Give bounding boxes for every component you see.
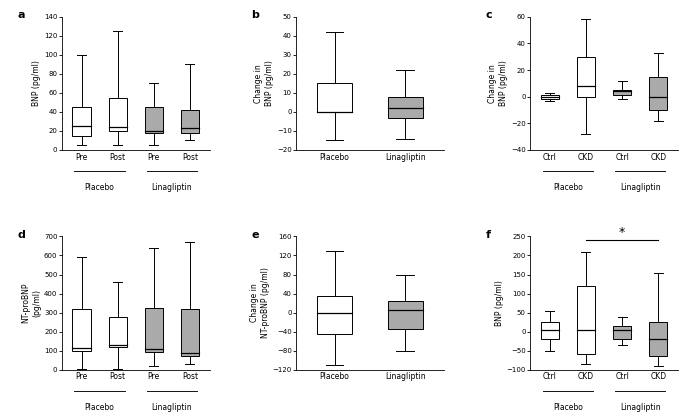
Bar bbox=[540, 322, 559, 339]
Bar bbox=[181, 309, 199, 356]
Bar bbox=[181, 110, 199, 133]
Bar bbox=[577, 57, 595, 97]
Text: Linagliptin: Linagliptin bbox=[620, 183, 660, 192]
Bar bbox=[649, 77, 667, 110]
Text: Placebo: Placebo bbox=[553, 403, 583, 412]
Y-axis label: Change in
BNP (pg/ml): Change in BNP (pg/ml) bbox=[488, 60, 508, 106]
Bar bbox=[73, 107, 90, 136]
Bar bbox=[388, 97, 423, 118]
Bar bbox=[73, 309, 90, 351]
Y-axis label: Change in
NT-proBNP (pg/ml): Change in NT-proBNP (pg/ml) bbox=[249, 268, 270, 339]
Text: e: e bbox=[251, 230, 259, 240]
Y-axis label: NT-proBNP
(pg/ml): NT-proBNP (pg/ml) bbox=[21, 283, 41, 323]
Text: a: a bbox=[17, 10, 25, 20]
Bar bbox=[317, 296, 352, 334]
Bar bbox=[109, 97, 127, 131]
Text: d: d bbox=[17, 230, 25, 240]
Text: Linagliptin: Linagliptin bbox=[151, 183, 192, 192]
Text: Placebo: Placebo bbox=[85, 403, 114, 412]
Bar bbox=[317, 83, 352, 112]
Bar bbox=[613, 326, 631, 339]
Bar bbox=[388, 301, 423, 329]
Bar bbox=[145, 308, 163, 352]
Bar bbox=[109, 317, 127, 347]
Y-axis label: BNP (pg/ml): BNP (pg/ml) bbox=[495, 280, 503, 326]
Text: f: f bbox=[486, 230, 490, 240]
Bar bbox=[613, 90, 631, 95]
Text: Placebo: Placebo bbox=[85, 183, 114, 192]
Bar bbox=[540, 95, 559, 100]
Text: Linagliptin: Linagliptin bbox=[151, 403, 192, 412]
Y-axis label: BNP (pg/ml): BNP (pg/ml) bbox=[32, 60, 41, 106]
Y-axis label: Change in
BNP (pg/ml): Change in BNP (pg/ml) bbox=[254, 60, 274, 106]
Text: b: b bbox=[251, 10, 259, 20]
Text: Linagliptin: Linagliptin bbox=[620, 403, 660, 412]
Text: *: * bbox=[619, 226, 625, 239]
Bar bbox=[577, 286, 595, 354]
Bar bbox=[145, 107, 163, 133]
Text: Placebo: Placebo bbox=[553, 183, 583, 192]
Text: c: c bbox=[486, 10, 492, 20]
Bar bbox=[649, 322, 667, 356]
